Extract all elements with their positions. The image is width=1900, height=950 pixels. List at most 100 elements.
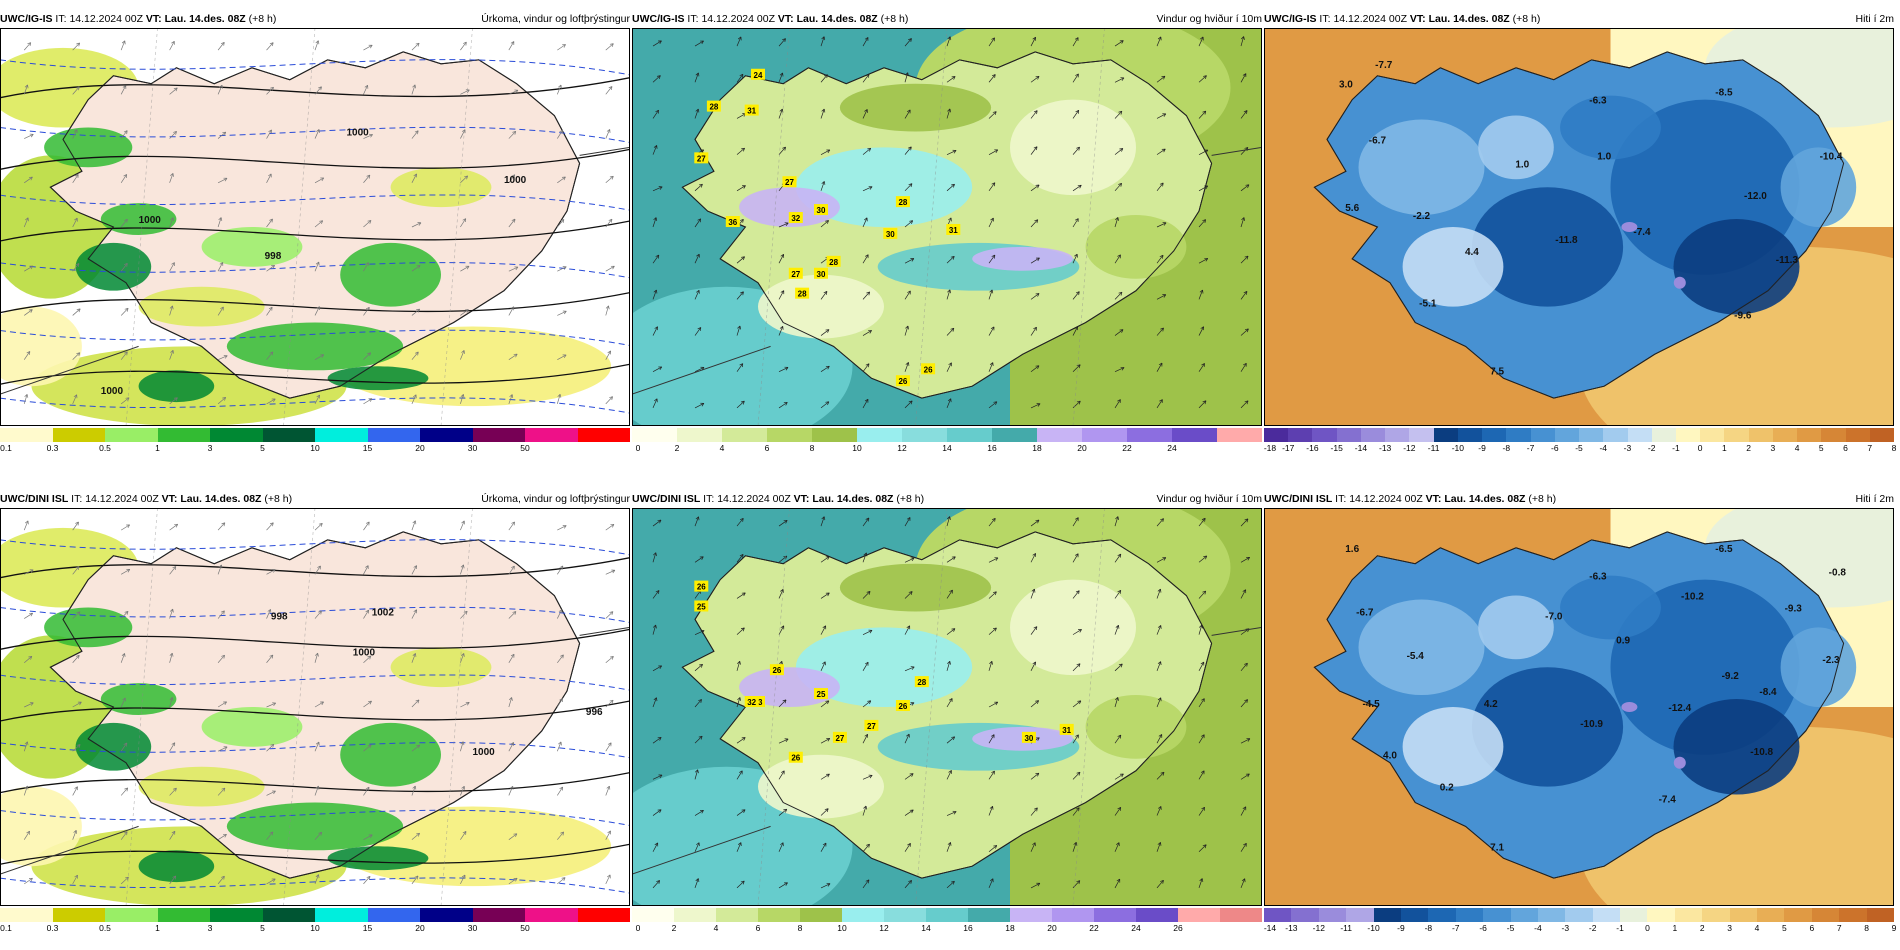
header-vt-value: Lau. 14.des. 08Z — [796, 13, 878, 25]
colorbar-tick: 0 — [635, 443, 641, 453]
colorbar-tick: 4 — [1754, 923, 1760, 933]
colorbar-tick: -7 — [1526, 443, 1535, 453]
colorbar-swatch — [1094, 908, 1136, 922]
temperature-label: -9.6 — [1734, 311, 1752, 322]
colorbar-swatch — [1037, 428, 1082, 442]
temperature-label: -11.8 — [1555, 235, 1578, 246]
colorbar-tick: -5 — [1575, 443, 1583, 453]
colorbar-tick: 7 — [1867, 443, 1873, 453]
gust-label: 36 — [725, 216, 740, 228]
colorbar-swatch — [767, 428, 812, 442]
map-area: 3.0 -7.7 -6.7 1.0 -6.3 -8.5 1.0 -10.4 5.6 -2.2 -12… — [1264, 28, 1894, 426]
temperature-label: 0.9 — [1616, 635, 1630, 646]
panel-title: Hiti í 2m — [1855, 493, 1894, 505]
map-panel-wind: UWC/IG-IS IT: 14.12.2024 00Z VT: Lau. 14… — [632, 10, 1262, 470]
colorbar-tick: 1 — [1672, 923, 1678, 933]
gust-label: 25 — [814, 688, 828, 700]
colorbar-tick: 8 — [1864, 923, 1869, 933]
colorbar-tick: -11 — [1340, 923, 1352, 933]
header-vt-label: VT: — [145, 13, 162, 25]
header-model: UWC/DINI ISL — [0, 493, 69, 505]
isobar-label: 1000 — [473, 747, 496, 758]
panel-header: UWC/DINI ISL IT: 14.12.2024 00Z VT: Lau.… — [1264, 490, 1556, 508]
colorbar-tick: -7 — [1451, 923, 1460, 933]
colorbar-swatch — [632, 428, 677, 442]
colorbar-swatch — [1784, 908, 1812, 922]
colorbar-tick: -6 — [1479, 923, 1487, 933]
temperature-label: -8.5 — [1715, 88, 1733, 99]
colorbar-swatch — [1748, 428, 1773, 442]
header-vt-value: Lau. 14.des. 08Z — [812, 493, 894, 505]
colorbar-tick: 26 — [1173, 923, 1183, 933]
temperature-label: 7.1 — [1490, 842, 1504, 853]
colorbar-swatch — [800, 908, 842, 922]
map-svg: 1002 998 1000 996 1000 — [0, 508, 630, 906]
panel-header: UWC/IG-IS IT: 14.12.2024 00Z VT: Lau. 14… — [0, 10, 276, 28]
colorbar-tick: 8 — [797, 923, 803, 933]
colorbar-swatch — [1627, 428, 1652, 442]
svg-text:27: 27 — [785, 178, 794, 187]
panel-title: Vindur og hviður í 10m — [1156, 493, 1262, 505]
gust-label: 30 — [1021, 731, 1036, 743]
svg-text:30: 30 — [817, 206, 826, 215]
colorbar-tick: -16 — [1306, 443, 1319, 453]
colorbar-tick: -12 — [1312, 923, 1325, 933]
colorbar-swatch — [367, 908, 420, 922]
panel-header: UWC/IG-IS IT: 14.12.2024 00Z VT: Lau. 14… — [632, 10, 908, 28]
colorbar-tick: -11 — [1427, 443, 1440, 453]
temperature-label: -5.1 — [1419, 299, 1437, 310]
header-vt-label: VT: — [793, 493, 810, 505]
colorbar-tick: 20 — [1047, 923, 1057, 933]
header-lead: (+8 h) — [264, 493, 293, 505]
colorbar-ticks: -18 -17 -16 -15 -14 -13 -12 -11 -10 -9 -8 -7 -6 -5 -4-… — [1264, 443, 1897, 455]
colorbar-swatch — [1647, 908, 1675, 922]
svg-text:24: 24 — [754, 71, 763, 80]
colorbar-tick: 0.5 — [99, 923, 111, 933]
gust-label: 27 — [832, 731, 847, 743]
colorbar-tick: 4 — [719, 443, 725, 453]
colorbar-swatch — [1821, 428, 1846, 442]
colorbar-swatch — [1010, 908, 1052, 922]
colorbar-tick: 20 — [415, 443, 425, 453]
gust-label: 26 — [895, 375, 910, 387]
svg-text:31: 31 — [1062, 726, 1071, 735]
svg-text:25: 25 — [697, 603, 706, 612]
gust-label: 31 — [946, 223, 961, 235]
colorbar-tick: -4 — [1599, 443, 1607, 453]
colorbar-tick: -8 — [1424, 923, 1433, 933]
map-area: 1000 1000 1000 1000 998 — [0, 28, 630, 426]
svg-text:32: 32 — [747, 698, 756, 707]
panel-title: Úrkoma, vindur og loftþrýstingur — [481, 493, 630, 505]
colorbar-tick: 5 — [1818, 443, 1824, 453]
colorbar-ticks: 0 2 4 6 8 10 12 14 16 18 20 22 24 — [632, 443, 1262, 455]
colorbar-swatch — [1675, 428, 1701, 442]
colorbar-swatch — [677, 428, 722, 442]
temperature-label: -0.8 — [1829, 568, 1847, 579]
colorbar-swatch — [1217, 428, 1262, 442]
colorbar-tick: -3 — [1561, 923, 1570, 933]
colorbar-tick: -15 — [1330, 443, 1343, 453]
colorbar-swatch — [1729, 908, 1758, 922]
colorbar-swatch — [1346, 908, 1374, 922]
colorbar-swatch — [420, 428, 473, 442]
colorbar — [0, 908, 630, 922]
temperature-label: -6.3 — [1589, 572, 1607, 583]
colorbar-swatch — [105, 428, 158, 442]
svg-text:27: 27 — [835, 734, 844, 743]
colorbar-swatch — [1312, 428, 1337, 442]
gust-label: 24 — [751, 68, 765, 80]
isobar-label: 1000 — [347, 127, 370, 138]
colorbar-tick: 16 — [987, 443, 997, 453]
map-svg: 1.6 -6.3 -6.5 -0.8 -6.7 -10.2 -7.0 -9.3 0.9 -5.4 -… — [1264, 508, 1894, 906]
colorbar-swatch — [1772, 428, 1798, 442]
gust-label: 26 — [769, 664, 784, 676]
colorbar-swatch — [315, 908, 368, 922]
colorbar-swatch — [1136, 908, 1178, 922]
isobar-label: 998 — [265, 251, 282, 262]
colorbar-tick: -10 — [1367, 923, 1380, 933]
svg-text:28: 28 — [709, 103, 718, 112]
colorbar-tick: 14 — [942, 443, 952, 453]
colorbar-swatch — [1839, 908, 1867, 922]
colorbar-swatch — [1530, 428, 1555, 442]
map-panel-temp: UWC/IG-IS IT: 14.12.2024 00Z VT: Lau. 14… — [1264, 10, 1897, 470]
